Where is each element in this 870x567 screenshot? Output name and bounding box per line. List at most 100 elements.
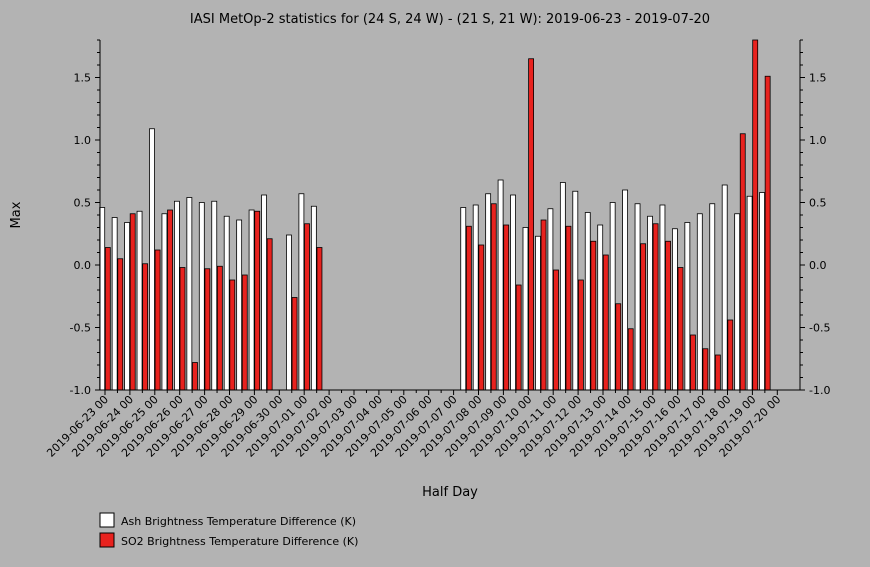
ash-bar-47	[684, 222, 691, 391]
so2-bar-40	[602, 254, 609, 391]
so2-bar-49	[714, 354, 721, 391]
so2-bar-50	[727, 319, 734, 391]
so2-bar-51	[739, 133, 746, 391]
so2-bar-38	[578, 279, 584, 391]
so2-bar-53	[764, 75, 771, 391]
y-tick-label-left: -0.5	[70, 322, 91, 335]
ash-bar-13	[261, 194, 267, 391]
so2-bar-41	[615, 303, 622, 391]
ash-bar-7	[186, 197, 193, 391]
so2-bar-42	[627, 328, 634, 391]
so2-bar-52	[752, 39, 759, 391]
legend-swatch-ash	[99, 512, 115, 528]
ash-bar-36	[547, 208, 554, 391]
axes-group: -1.0 -1.0 -0.5 -0.5 0.0 0.0 0.5 0.5 1.0 1.0 1.5 1.5	[70, 39, 830, 397]
ash-bar-41	[609, 202, 616, 391]
so2-bar-2	[129, 213, 136, 391]
ash-bar-29	[460, 207, 467, 391]
ash-bar-8	[198, 202, 205, 391]
ash-bar-2	[124, 222, 130, 391]
ash-bar-5	[161, 213, 168, 391]
ash-bar-32	[497, 179, 504, 391]
ash-bar-3	[136, 210, 143, 391]
so2-bar-34	[528, 58, 534, 391]
y-tick-label-left: 1.5	[74, 72, 92, 85]
y-tick-label-right: -0.5	[809, 322, 830, 335]
so2-bar-12	[254, 210, 261, 391]
x-axis-label: Half Day	[422, 485, 478, 500]
so2-bar-32	[503, 224, 510, 391]
ash-bar-17	[310, 205, 317, 391]
ash-bar-15	[286, 234, 292, 391]
legend: Ash Brightness Temperature Difference (K…	[99, 512, 358, 548]
so2-bar-33	[515, 284, 522, 391]
ash-bar-1	[111, 217, 118, 391]
so2-bar-8	[204, 268, 211, 391]
ash-bar-53	[759, 192, 765, 391]
so2-bar-9	[216, 265, 223, 391]
legend-label-so2: SO2 Brightness Temperature Difference (K…	[121, 535, 358, 548]
y-tick-label-left: 0.5	[74, 197, 92, 210]
so2-bar-11	[241, 274, 248, 391]
ash-bar-44	[647, 215, 653, 391]
so2-bar-13	[266, 238, 273, 391]
y-tick-label-left: -1.0	[70, 384, 91, 397]
y-tick-label-right: -1.0	[809, 384, 830, 397]
so2-bar-46	[677, 267, 684, 391]
ash-bar-48	[696, 213, 703, 391]
ash-bar-51	[734, 213, 741, 391]
so2-bar-7	[192, 362, 198, 391]
ash-bar-52	[746, 195, 753, 391]
so2-bar-4	[154, 249, 161, 391]
legend-swatch-so2	[99, 532, 115, 548]
so2-bar-37	[565, 225, 572, 391]
so2-bar-0	[104, 247, 111, 391]
ash-bar-4	[149, 128, 155, 391]
ash-bar-35	[535, 235, 541, 391]
ash-bar-39	[584, 212, 591, 391]
so2-bar-39	[590, 240, 597, 391]
ash-bar-34	[522, 227, 529, 391]
so2-bar-1	[117, 258, 124, 391]
so2-bar-29	[465, 225, 472, 391]
so2-bar-36	[553, 269, 559, 391]
so2-bar-15	[291, 297, 298, 391]
ash-bar-6	[173, 200, 180, 391]
legend-label-ash: Ash Brightness Temperature Difference (K…	[121, 515, 356, 528]
so2-bar-5	[167, 209, 173, 391]
so2-bar-30	[478, 244, 485, 391]
ash-bar-40	[597, 224, 604, 391]
ash-bar-42	[622, 189, 628, 391]
ash-bar-49	[709, 203, 716, 391]
y-tick-label-right: 0.5	[809, 197, 827, 210]
ash-bar-12	[248, 209, 255, 391]
y-tick-label-right: 0.0	[809, 259, 827, 272]
ash-bar-11	[236, 219, 243, 391]
ash-bar-10	[223, 215, 230, 391]
chart-title: IASI MetOp-2 statistics for (24 S, 24 W)…	[190, 12, 710, 27]
ash-bar-37	[559, 182, 566, 391]
ash-bar-33	[510, 194, 516, 391]
y-tick-label-right: 1.5	[809, 72, 827, 85]
ash-bar-50	[721, 184, 728, 391]
ash-bar-30	[472, 204, 479, 391]
so2-bar-10	[229, 279, 236, 391]
so2-bar-31	[490, 203, 497, 391]
ash-bar-45	[659, 204, 666, 391]
ash-bar-16	[298, 193, 305, 391]
ash-bar-31	[485, 193, 492, 391]
ash-bar-46	[672, 228, 678, 391]
so2-bar-47	[690, 334, 696, 391]
y-axis-label: Max	[9, 201, 24, 228]
y-tick-label-left: 1.0	[74, 134, 92, 147]
so2-bar-6	[179, 267, 186, 391]
ash-bar-38	[572, 190, 579, 391]
so2-bar-3	[142, 263, 149, 391]
so2-bar-16	[304, 223, 310, 391]
so2-bar-48	[702, 348, 709, 391]
bars-group	[99, 39, 771, 391]
so2-bar-35	[540, 219, 547, 391]
